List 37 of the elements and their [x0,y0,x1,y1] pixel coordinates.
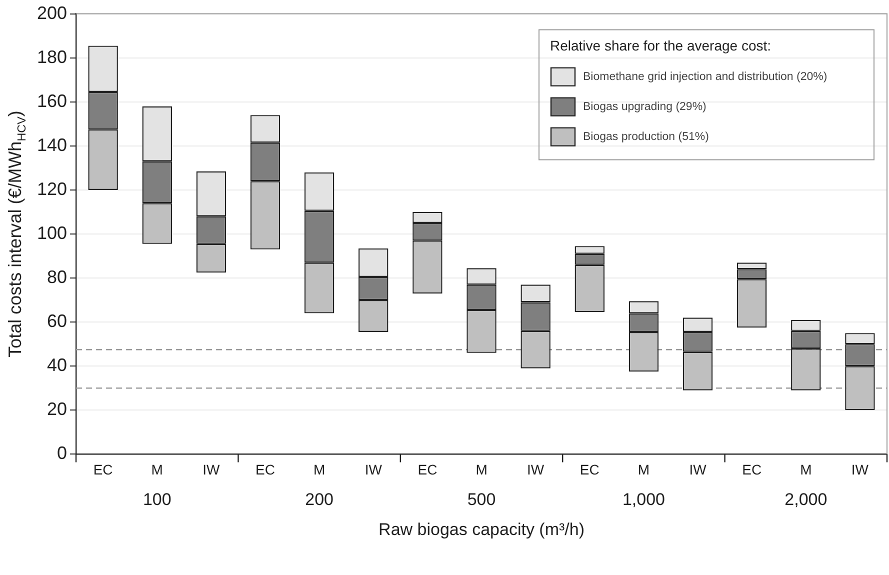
y-tick-label: 60 [47,311,68,332]
legend-label: Biomethane grid injection and distribution (20%) [583,70,828,83]
x-tick-label: M [800,461,812,478]
text: 200 [305,490,334,509]
y-tick-label: 20 [47,399,68,420]
x-tick-label: M [476,461,488,478]
legend-label: Biogas upgrading (29%) [583,100,707,113]
x-tick-label: EC [580,461,600,478]
x-tick-label: EC [93,461,113,478]
x-tick-label: IW [689,461,708,478]
x-tick-label: M [151,461,163,478]
y-tick-label: 140 [36,134,68,155]
text: 500 [467,490,496,509]
y-tick-label: 0 [57,443,68,464]
y-tick-label: 120 [36,178,68,199]
text: 2,000 [784,490,828,509]
x-tick-label: IW [364,461,383,478]
y-tick-label: 80 [47,267,68,288]
text: 100 [142,490,172,509]
x-tick-label: IW [851,461,870,478]
x-tick-label: EC [742,461,762,478]
x-tick-label: M [638,461,650,478]
legend-label: Biogas production (51%) [583,130,710,143]
x-tick-label: IW [202,461,221,478]
text: 1,000 [622,490,665,509]
y-tick-label: 180 [36,46,68,67]
legend-title: Relative share for the average cost: [550,38,772,54]
x-tick-label: IW [527,461,545,478]
y-tick-label: 160 [36,90,68,111]
y-tick-label: 200 [36,2,68,23]
y-tick-label: 100 [36,222,68,243]
x-tick-label: EC [418,461,438,478]
y-axis-title: Total costs interval (€/MWhHCV) [4,110,29,358]
y-tick-label: 40 [47,355,68,376]
x-axis-title: Raw biogas capacity (m³/h) [378,520,585,539]
x-tick-label: EC [256,461,275,478]
x-tick-label: M [313,461,326,478]
